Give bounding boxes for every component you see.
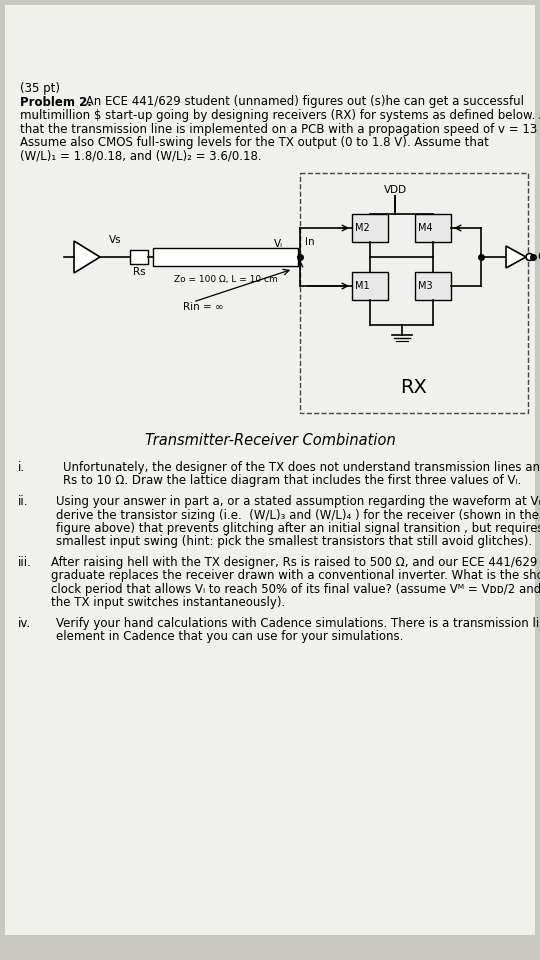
Text: graduate replaces the receiver drawn with a conventional inverter. What is the s: graduate replaces the receiver drawn wit… <box>51 569 540 583</box>
Text: derive the transistor sizing (i.e.  (W/L)₃ and (W/L)₄ ) for the receiver (shown : derive the transistor sizing (i.e. (W/L)… <box>56 509 539 521</box>
Text: Verify your hand calculations with Cadence simulations. There is a transmission : Verify your hand calculations with Caden… <box>56 617 540 630</box>
Text: (W/L)₁ = 1.8/0.18, and (W/L)₂ = 3.6/0.18.: (W/L)₁ = 1.8/0.18, and (W/L)₂ = 3.6/0.18… <box>20 150 261 162</box>
Text: Rs to 10 Ω. Draw the lattice diagram that includes the first three values of Vₗ.: Rs to 10 Ω. Draw the lattice diagram tha… <box>63 474 521 488</box>
Text: M2: M2 <box>355 223 370 233</box>
Bar <box>352 214 388 242</box>
Bar <box>415 272 451 300</box>
Text: smallest input swing (hint: pick the smallest transistors that still avoid glitc: smallest input swing (hint: pick the sma… <box>56 535 532 548</box>
Text: iii.: iii. <box>18 556 32 569</box>
Text: Assume also CMOS full-swing levels for the TX output (0 to 1.8 V). Assume that: Assume also CMOS full-swing levels for t… <box>20 136 489 149</box>
Text: M4: M4 <box>418 223 433 233</box>
Polygon shape <box>74 241 100 273</box>
Text: (35 pt): (35 pt) <box>20 82 60 95</box>
Text: ii.: ii. <box>18 495 29 509</box>
Text: element in Cadence that you can use for your simulations.: element in Cadence that you can use for … <box>56 630 403 643</box>
Text: Out: Out <box>537 252 540 262</box>
Text: In: In <box>305 237 315 247</box>
Text: TX: TX <box>79 252 94 262</box>
Text: Unfortunately, the designer of the TX does not understand transmission lines and: Unfortunately, the designer of the TX do… <box>63 461 540 474</box>
Bar <box>415 214 451 242</box>
Text: Vₗ: Vₗ <box>274 239 283 249</box>
Text: Rin = ∞: Rin = ∞ <box>183 302 224 312</box>
Bar <box>153 248 298 266</box>
Text: Vs: Vs <box>109 235 122 245</box>
Text: Using your answer in part a, or a stated assumption regarding the waveform at Vₗ: Using your answer in part a, or a stated… <box>56 495 540 509</box>
Text: An ECE 441/629 student (unnamed) figures out (s)he can get a successful: An ECE 441/629 student (unnamed) figures… <box>82 95 524 108</box>
Text: M1: M1 <box>355 281 369 291</box>
Text: the TX input switches instantaneously).: the TX input switches instantaneously). <box>51 596 285 609</box>
Text: RX: RX <box>401 378 428 397</box>
Text: Zo = 100 Ω, L = 10 cm: Zo = 100 Ω, L = 10 cm <box>174 275 278 284</box>
Circle shape <box>526 253 533 260</box>
Bar <box>352 272 388 300</box>
Text: Problem 2.: Problem 2. <box>20 95 92 108</box>
Bar <box>130 250 148 264</box>
Text: Rs: Rs <box>133 267 145 277</box>
Text: Transmitter-Receiver Combination: Transmitter-Receiver Combination <box>145 433 395 448</box>
Text: i.: i. <box>18 461 25 474</box>
Text: iv.: iv. <box>18 617 31 630</box>
Text: After raising hell with the TX designer, Rs is raised to 500 Ω, and our ECE 441/: After raising hell with the TX designer,… <box>51 556 537 569</box>
Bar <box>300 173 528 413</box>
Text: that the transmission line is implemented on a PCB with a propagation speed of v: that the transmission line is implemente… <box>20 123 540 135</box>
Polygon shape <box>506 246 526 268</box>
Text: multimillion $ start-up going by designing receivers (RX) for systems as defined: multimillion $ start-up going by designi… <box>20 109 540 122</box>
Text: clock period that allows Vₗ to reach 50% of its final value? (assume Vᴹ = Vᴅᴅ/2 : clock period that allows Vₗ to reach 50%… <box>51 583 540 595</box>
Text: VDD: VDD <box>383 185 407 195</box>
Text: M3: M3 <box>418 281 433 291</box>
Text: figure above) that prevents glitching after an initial signal transition , but r: figure above) that prevents glitching af… <box>56 522 540 535</box>
